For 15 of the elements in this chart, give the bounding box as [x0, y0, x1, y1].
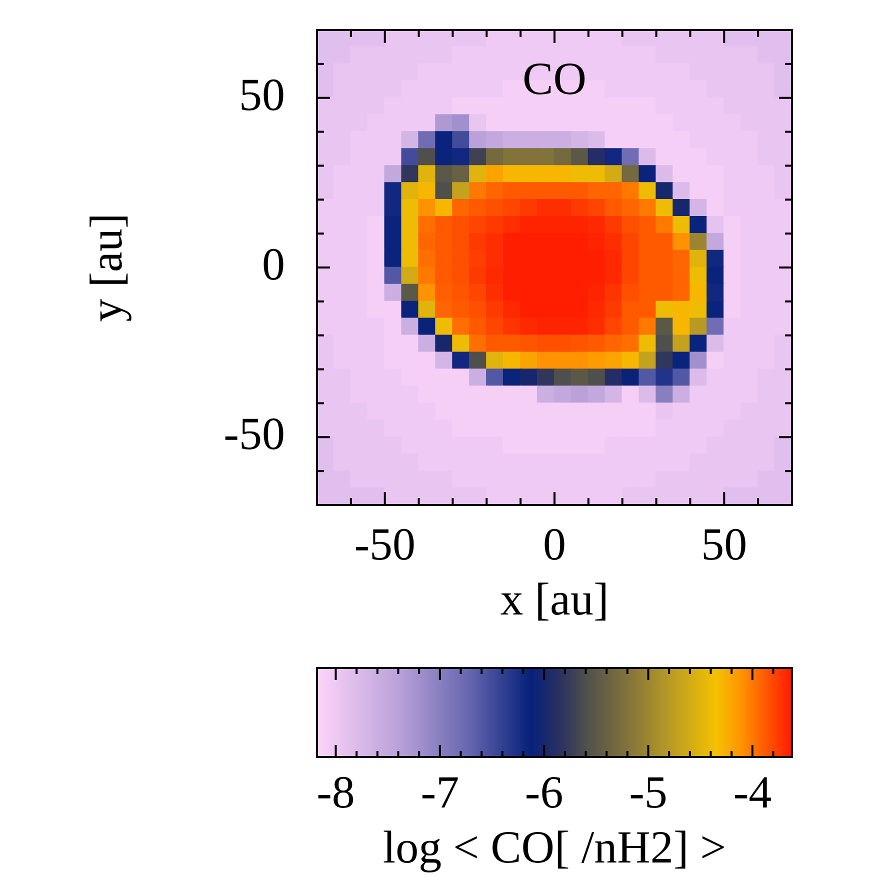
color-bar-label: -8: [316, 766, 355, 818]
x-axis-title: x [au]: [500, 573, 609, 624]
color-bar-title: log < CO[ /nH2] >: [382, 821, 726, 872]
x-tick-label: -50: [354, 518, 416, 570]
color-bar-label: -6: [524, 766, 564, 818]
y-tick-label: 0: [262, 238, 285, 290]
color-bar-label: -5: [629, 766, 668, 818]
color-bar-label: -7: [420, 766, 460, 818]
y-axis-title: y [au]: [80, 213, 132, 322]
text: CO: [522, 53, 586, 104]
color-bar-label: -4: [733, 766, 772, 818]
y-tick-label: 50: [239, 68, 285, 120]
x-tick-label: 50: [701, 518, 748, 570]
y-tick-label: -50: [224, 408, 285, 460]
x-tick-label: 0: [543, 518, 566, 570]
